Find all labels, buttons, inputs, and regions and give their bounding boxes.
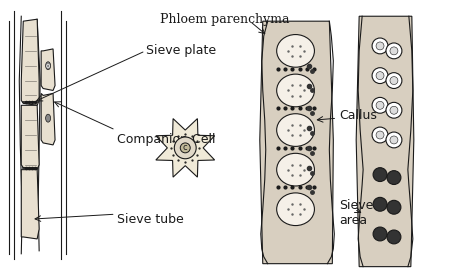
- Circle shape: [372, 38, 388, 54]
- Ellipse shape: [277, 153, 314, 186]
- Polygon shape: [356, 16, 414, 267]
- Circle shape: [387, 200, 401, 214]
- Circle shape: [386, 132, 402, 148]
- Circle shape: [386, 73, 402, 89]
- Circle shape: [376, 131, 384, 139]
- Polygon shape: [21, 170, 39, 239]
- Polygon shape: [260, 21, 333, 264]
- Circle shape: [387, 171, 401, 185]
- Ellipse shape: [180, 143, 190, 153]
- Text: c: c: [183, 143, 188, 152]
- Text: Sieve plate: Sieve plate: [146, 44, 216, 57]
- Text: o: o: [46, 63, 50, 69]
- Text: Sieve
area: Sieve area: [339, 199, 374, 227]
- Circle shape: [373, 227, 387, 241]
- Circle shape: [373, 168, 387, 182]
- Text: Phloem parenchyma: Phloem parenchyma: [160, 13, 290, 26]
- Circle shape: [376, 101, 384, 109]
- Circle shape: [390, 136, 398, 144]
- Text: Sieve tube: Sieve tube: [117, 213, 184, 226]
- Circle shape: [372, 127, 388, 143]
- Polygon shape: [21, 105, 39, 170]
- Ellipse shape: [46, 62, 51, 70]
- Circle shape: [390, 106, 398, 114]
- Circle shape: [390, 77, 398, 85]
- Circle shape: [376, 42, 384, 50]
- Circle shape: [373, 197, 387, 211]
- Ellipse shape: [277, 34, 314, 67]
- Text: Companion Cell: Companion Cell: [117, 133, 215, 146]
- Circle shape: [386, 43, 402, 59]
- Polygon shape: [41, 93, 55, 145]
- Polygon shape: [156, 119, 215, 177]
- Circle shape: [376, 72, 384, 80]
- Circle shape: [387, 230, 401, 244]
- Ellipse shape: [277, 114, 314, 146]
- Ellipse shape: [277, 193, 314, 225]
- Text: Callus: Callus: [339, 109, 377, 122]
- Circle shape: [390, 47, 398, 55]
- Ellipse shape: [277, 74, 314, 107]
- Polygon shape: [41, 49, 55, 91]
- Circle shape: [372, 68, 388, 83]
- Ellipse shape: [174, 137, 196, 159]
- Ellipse shape: [46, 114, 51, 122]
- Circle shape: [372, 97, 388, 113]
- Circle shape: [386, 102, 402, 118]
- Polygon shape: [21, 19, 39, 105]
